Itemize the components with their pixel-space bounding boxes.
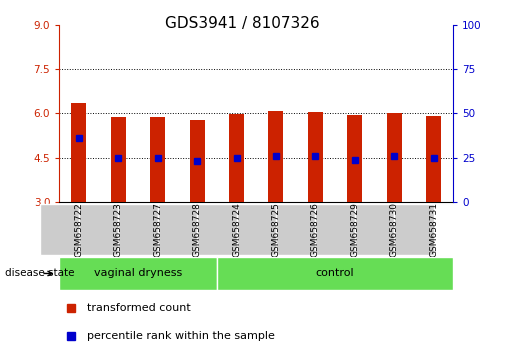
- Bar: [268, 111, 283, 202]
- Text: GSM658725: GSM658725: [271, 202, 280, 257]
- Text: vaginal dryness: vaginal dryness: [94, 268, 182, 279]
- Bar: [72, 103, 87, 202]
- Text: transformed count: transformed count: [87, 303, 191, 313]
- Text: GSM658729: GSM658729: [350, 202, 359, 257]
- Text: GSM658722: GSM658722: [75, 202, 83, 257]
- Bar: [308, 112, 323, 202]
- Text: GDS3941 / 8107326: GDS3941 / 8107326: [165, 16, 319, 31]
- Bar: [197, 204, 236, 255]
- Bar: [394, 204, 434, 255]
- Bar: [40, 204, 79, 255]
- Bar: [118, 204, 158, 255]
- Text: GSM658726: GSM658726: [311, 202, 320, 257]
- Bar: [79, 204, 118, 255]
- Bar: [229, 114, 244, 202]
- Text: GSM658723: GSM658723: [114, 202, 123, 257]
- Bar: [387, 113, 402, 202]
- Bar: [355, 204, 394, 255]
- Text: control: control: [316, 268, 354, 279]
- Text: GSM658731: GSM658731: [429, 202, 438, 257]
- Bar: [111, 117, 126, 202]
- Text: GSM658727: GSM658727: [153, 202, 162, 257]
- Bar: [347, 115, 362, 202]
- Bar: [150, 117, 165, 202]
- Text: GSM658728: GSM658728: [193, 202, 201, 257]
- Bar: [190, 120, 204, 202]
- Bar: [217, 257, 453, 290]
- Bar: [276, 204, 315, 255]
- Text: GSM658724: GSM658724: [232, 202, 241, 257]
- Text: percentile rank within the sample: percentile rank within the sample: [87, 331, 274, 341]
- Bar: [315, 204, 355, 255]
- Bar: [236, 204, 276, 255]
- Text: GSM658730: GSM658730: [390, 202, 399, 257]
- Text: disease state: disease state: [5, 268, 75, 279]
- Bar: [158, 204, 197, 255]
- Bar: [426, 116, 441, 202]
- Bar: [59, 257, 217, 290]
